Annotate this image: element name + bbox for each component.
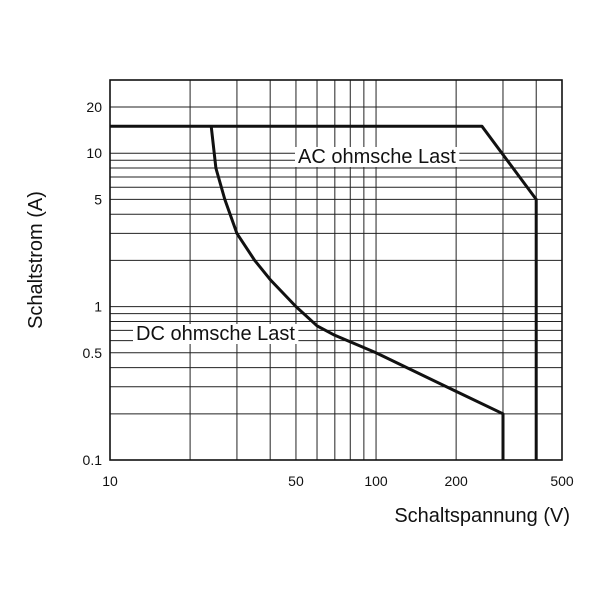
x-tick-label: 200 — [444, 473, 468, 489]
annotation-dc-label: DC ohmsche Last — [136, 323, 295, 345]
y-tick-label: 1 — [94, 299, 102, 315]
annotation-background — [295, 147, 460, 167]
annotation-background — [133, 324, 299, 344]
plot-frame — [109, 79, 563, 461]
x-tick-label: 10 — [102, 473, 118, 489]
x-axis-label: Schaltspannung (V) — [394, 505, 570, 527]
y-tick-label: 0.5 — [83, 345, 103, 361]
series-lines — [110, 124, 538, 460]
y-tick-label: 20 — [86, 99, 102, 115]
series-dc-line — [209, 126, 505, 460]
annotation-ac-label: AC ohmsche Last — [298, 146, 456, 168]
y-tick-label: 5 — [94, 191, 102, 207]
x-tick-label: 50 — [288, 473, 304, 489]
series-ac-line — [110, 124, 538, 460]
y-tick-label: 10 — [86, 145, 102, 161]
y-axis-label: Schaltstrom (A) — [25, 191, 47, 329]
chart-text: 10 50 100 200 500 0.1 0.5 1 5 10 20 Schaltspannung … — [25, 99, 574, 527]
x-tick-label: 500 — [550, 473, 574, 489]
x-tick-label: 100 — [364, 473, 388, 489]
y-tick-label: 0.1 — [83, 452, 103, 468]
grid-lines — [110, 80, 562, 460]
annotation-backgrounds — [133, 147, 460, 344]
